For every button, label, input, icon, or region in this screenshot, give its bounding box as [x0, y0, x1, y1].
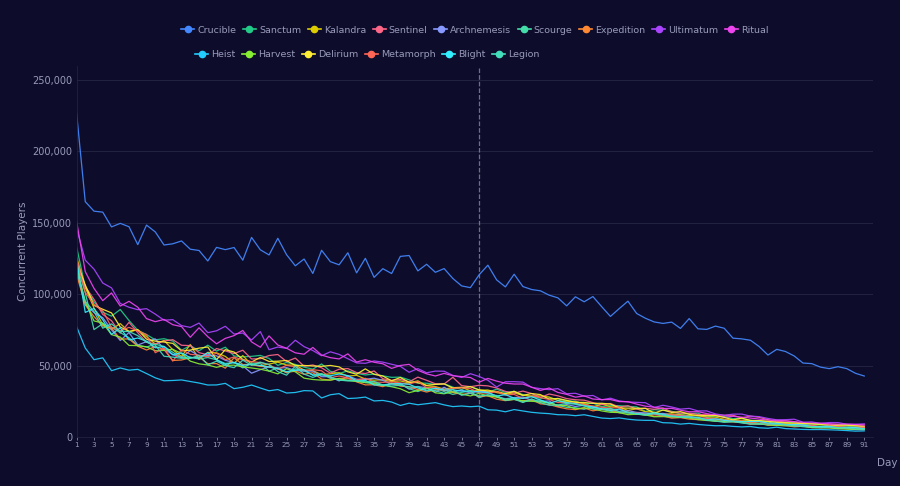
- Legend: Heist, Harvest, Delirium, Metamorph, Blight, Legion: Heist, Harvest, Delirium, Metamorph, Bli…: [192, 46, 544, 63]
- Text: Day: Day: [877, 458, 897, 468]
- Y-axis label: Concurrent Players: Concurrent Players: [18, 202, 28, 301]
